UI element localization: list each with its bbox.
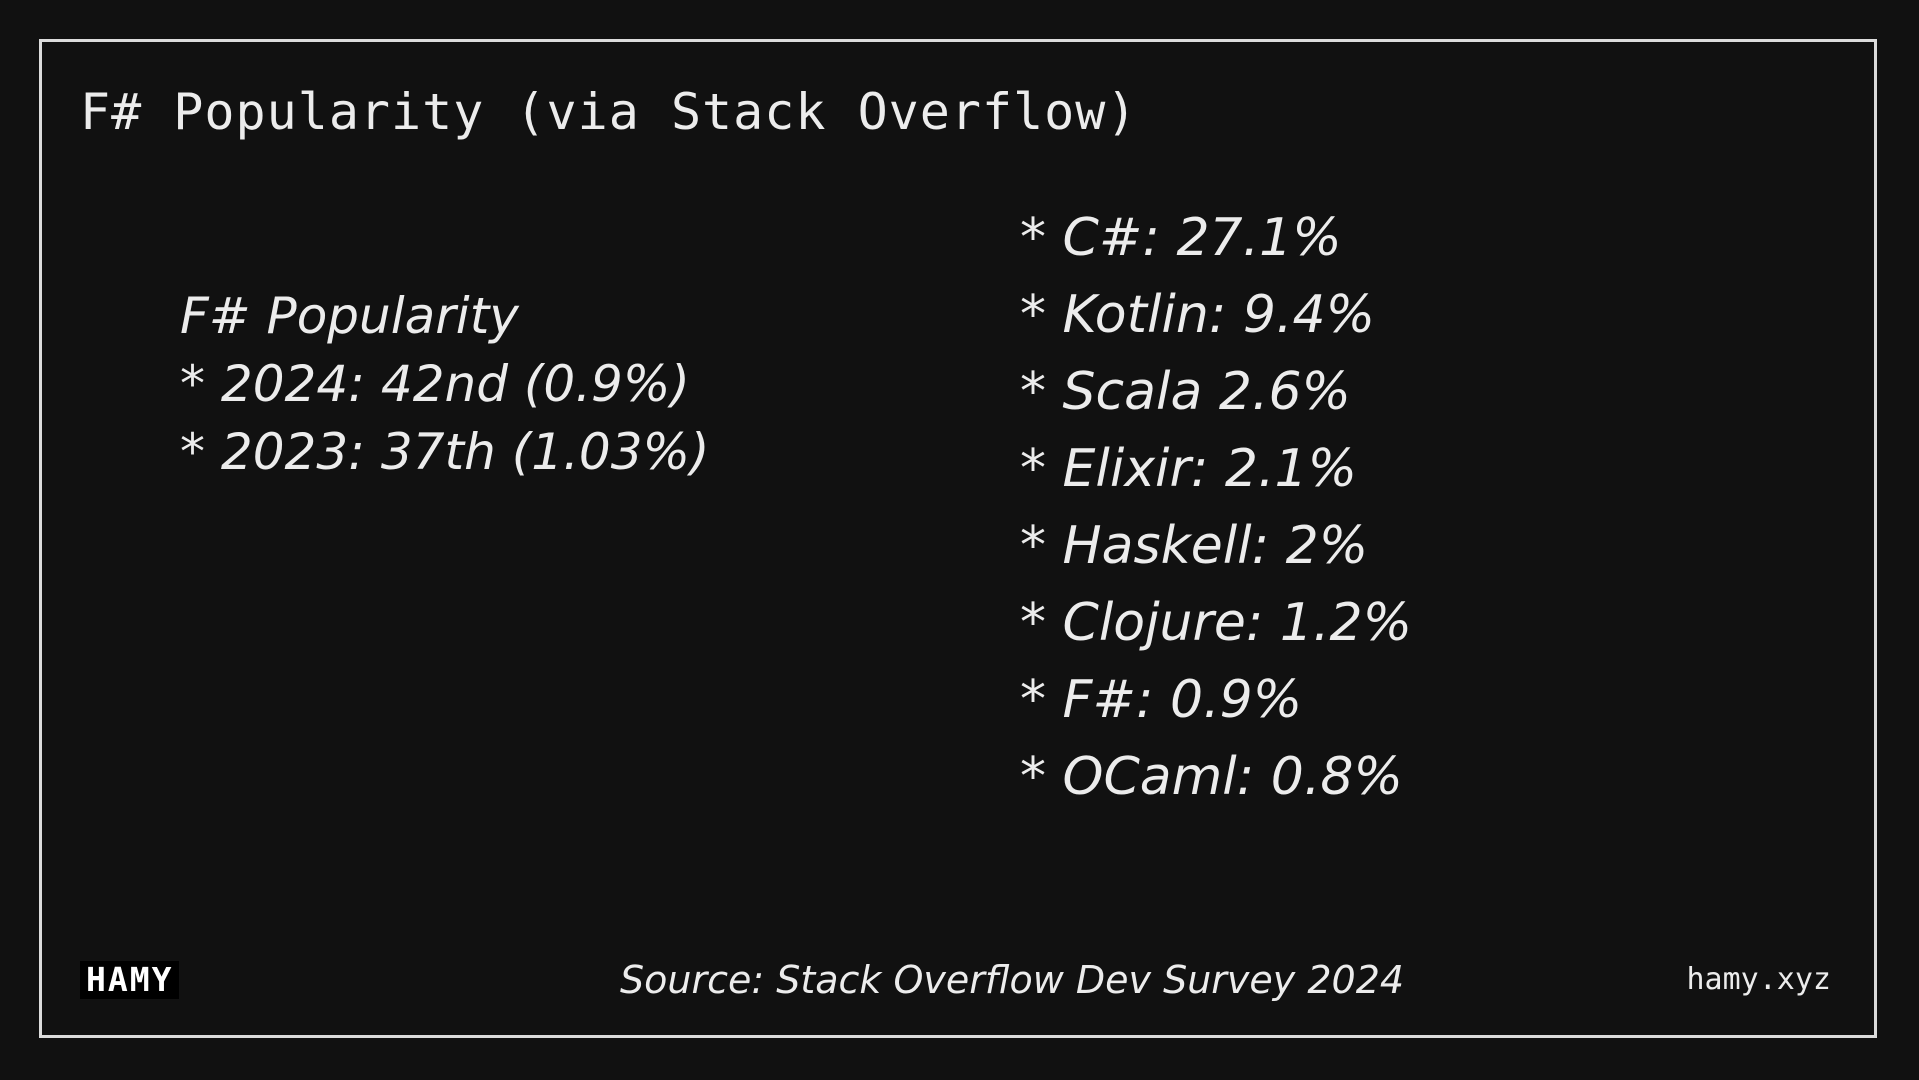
slide-frame	[39, 39, 1877, 1038]
language-item: * F#: 0.9%	[1020, 670, 1303, 730]
hamy-logo: HAMY	[80, 961, 180, 999]
source-caption: Source: Stack Overflow Dev Survey 2024	[620, 958, 1405, 1002]
popularity-heading: F# Popularity	[180, 287, 519, 345]
language-item: * Scala 2.6%	[1020, 362, 1351, 422]
language-item: * Clojure: 1.2%	[1020, 593, 1413, 653]
language-item: * Elixir: 2.1%	[1020, 439, 1358, 499]
language-list: * C#: 27.1% * Kotlin: 9.4% * Scala 2.6% …	[1020, 200, 1412, 816]
popularity-summary: F# Popularity * 2024: 42nd (0.9%) * 2023…	[180, 282, 710, 486]
popularity-item-2023: * 2023: 37th (1.03%)	[180, 423, 710, 481]
language-item: * Kotlin: 9.4%	[1020, 285, 1375, 345]
language-item: * C#: 27.1%	[1020, 208, 1342, 268]
slide-title: F# Popularity (via Stack Overflow)	[80, 83, 1138, 141]
language-item: * Haskell: 2%	[1020, 516, 1369, 576]
site-url: hamy.xyz	[1686, 962, 1832, 997]
popularity-item-2024: * 2024: 42nd (0.9%)	[180, 355, 690, 413]
language-item: * OCaml: 0.8%	[1020, 747, 1403, 807]
